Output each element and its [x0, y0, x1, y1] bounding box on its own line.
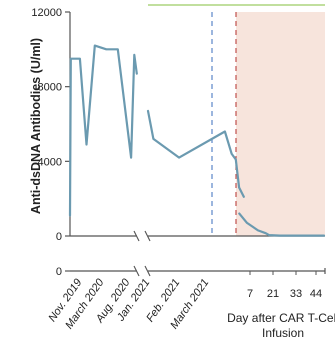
lower-break-mark-2 — [144, 265, 151, 277]
y-axis-title: Anti-dsDNA Antibodies (U/ml) — [29, 38, 43, 214]
y-tick-label-0: 0 — [56, 231, 62, 243]
x-axis-break-mark-1 — [133, 230, 140, 242]
x-day-label-1: 21 — [267, 288, 279, 300]
post-infusion-shaded-region — [236, 12, 325, 236]
anti-dsdna-series — [68, 44, 326, 237]
y-tick-label-1: 4000 — [38, 156, 62, 168]
x-axis-break-mark-2 — [144, 230, 151, 242]
x-day-labels: 7 21 33 44 — [247, 271, 322, 300]
x-day-axis-title-line1: Day after CAR T-Cell — [227, 311, 335, 325]
x-day-label-0: 7 — [247, 288, 253, 300]
series-line-segment-pre — [68, 44, 138, 217]
x-day-label-3: 44 — [310, 288, 322, 300]
y-ticks: 0 4000 8000 12000 — [31, 7, 70, 243]
y-tick-label-2: 8000 — [38, 82, 62, 94]
lower-axis-tick-label-0: 0 — [56, 266, 62, 278]
series-line-segment-post — [238, 212, 326, 237]
lower-break-mark-1 — [133, 265, 140, 277]
series-line-segment-mid — [146, 109, 245, 198]
x-day-label-2: 33 — [290, 288, 302, 300]
x-day-axis-title-line2: Infusion — [262, 326, 304, 340]
y-tick-label-3: 12000 — [31, 7, 62, 19]
